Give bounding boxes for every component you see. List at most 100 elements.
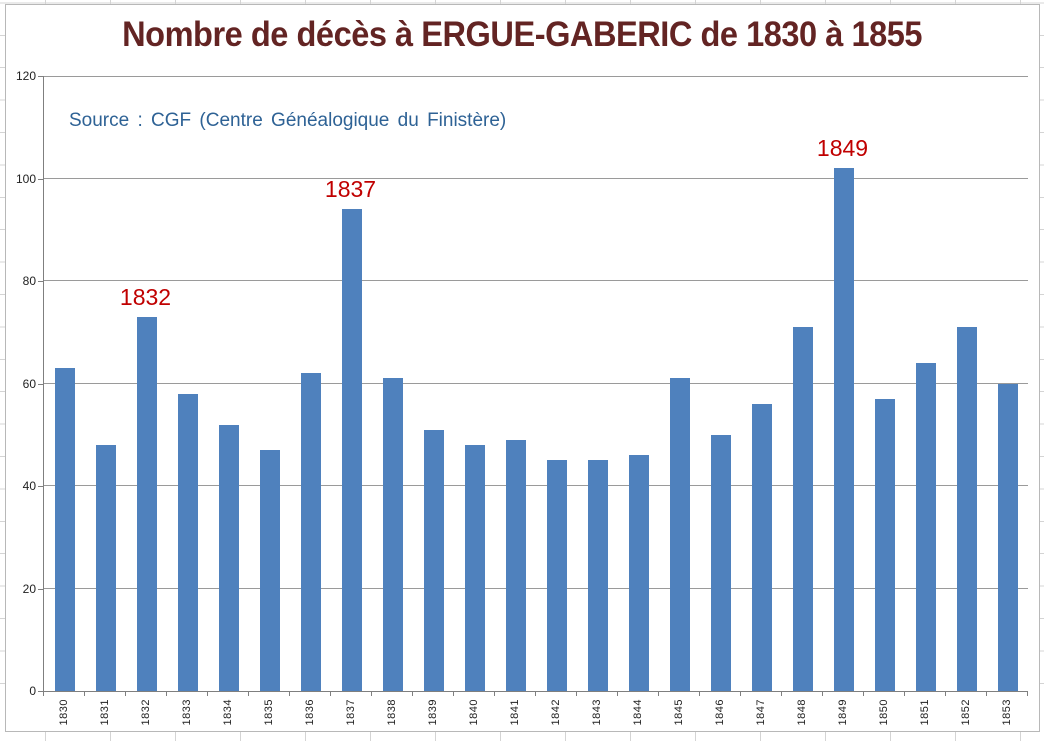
x-label-1849: 1849 — [836, 699, 849, 726]
x-label-1844: 1844 — [631, 699, 644, 726]
x-label-1851: 1851 — [918, 699, 931, 726]
x-boundary-tick-17 — [740, 692, 741, 696]
x-boundary-tick-16 — [699, 692, 700, 696]
x-boundary-tick-11 — [494, 692, 495, 696]
annotation-1849: 1849 — [816, 135, 869, 162]
gridline-120 — [44, 76, 1028, 77]
source-note: Source : CGF (Centre Généalogique du Fin… — [69, 110, 507, 131]
x-label-1838: 1838 — [385, 699, 398, 726]
x-boundary-tick-13 — [576, 692, 577, 696]
x-boundary-tick-0 — [43, 692, 44, 696]
gridline-80 — [44, 280, 1028, 281]
bar-1837 — [341, 209, 362, 691]
x-label-1832: 1832 — [139, 699, 152, 726]
chart-title-text: Nombre de décès à ERGUE-GABERIC de 1830 … — [122, 15, 923, 54]
x-boundary-tick-14 — [617, 692, 618, 696]
x-label-1831: 1831 — [98, 699, 111, 726]
x-label-1853: 1853 — [1000, 699, 1013, 726]
y-tick-100 — [38, 178, 43, 180]
gridline-100 — [44, 177, 1028, 179]
y-tick-40 — [38, 486, 43, 487]
x-boundary-tick-8 — [371, 692, 372, 696]
y-label-120: 120 — [15, 69, 36, 83]
bar-1832 — [136, 316, 157, 691]
x-label-1846: 1846 — [713, 699, 726, 726]
x-boundary-tick-7 — [330, 692, 331, 696]
y-label-20: 20 — [22, 581, 36, 596]
bar-1838 — [382, 378, 403, 691]
y-tick-80 — [38, 281, 43, 282]
y-tick-60 — [38, 383, 43, 385]
bar-1853 — [997, 383, 1018, 691]
x-label-1842: 1842 — [549, 699, 562, 726]
bar-1846 — [710, 434, 731, 691]
x-boundary-tick-4 — [207, 692, 208, 696]
x-boundary-tick-3 — [166, 692, 167, 696]
x-boundary-tick-18 — [781, 692, 782, 696]
bar-1851 — [915, 363, 936, 691]
x-label-1847: 1847 — [754, 699, 767, 726]
x-label-1850: 1850 — [877, 699, 890, 726]
bar-1852 — [956, 327, 977, 691]
gridline-40 — [44, 485, 1028, 486]
bar-1834 — [218, 424, 239, 691]
x-label-1848: 1848 — [795, 699, 808, 726]
annotation-1832: 1832 — [119, 283, 172, 310]
bar-1839 — [423, 429, 444, 691]
plot-area — [43, 76, 1028, 692]
bar-1841 — [505, 439, 526, 691]
x-label-1837: 1837 — [344, 699, 357, 726]
y-label-80: 80 — [22, 274, 36, 288]
x-boundary-tick-21 — [904, 692, 905, 696]
x-boundary-tick-12 — [535, 692, 536, 696]
gridline-20 — [44, 587, 1028, 589]
bar-1850 — [874, 398, 895, 691]
bar-1831 — [95, 445, 116, 691]
x-boundary-tick-19 — [822, 692, 823, 696]
y-tick-0 — [38, 691, 43, 692]
annotation-1837: 1837 — [324, 176, 377, 203]
chart-canvas: Nombre de décès à ERGUE-GABERIC de 1830 … — [5, 4, 1040, 732]
bar-1833 — [177, 393, 198, 691]
x-label-1833: 1833 — [180, 699, 193, 726]
bar-1836 — [300, 373, 321, 691]
x-label-1834: 1834 — [221, 699, 234, 726]
bar-1849 — [833, 168, 854, 691]
y-label-40: 40 — [22, 479, 36, 493]
x-label-1840: 1840 — [467, 699, 480, 726]
y-label-60: 60 — [22, 376, 36, 391]
x-label-1836: 1836 — [303, 699, 316, 726]
x-boundary-tick-2 — [125, 692, 126, 696]
x-label-1845: 1845 — [672, 699, 685, 726]
x-label-1843: 1843 — [590, 699, 603, 726]
gridline-60 — [44, 382, 1028, 384]
x-boundary-tick-6 — [289, 692, 290, 696]
y-label-0: 0 — [29, 684, 36, 698]
bar-1845 — [669, 378, 690, 691]
x-boundary-tick-9 — [412, 692, 413, 696]
y-tick-120 — [38, 76, 43, 77]
bar-1848 — [792, 327, 813, 691]
x-boundary-tick-1 — [84, 692, 85, 696]
x-boundary-tick-10 — [453, 692, 454, 696]
y-tick-20 — [38, 588, 43, 590]
x-boundary-tick-5 — [248, 692, 249, 696]
bar-1830 — [54, 368, 75, 691]
bar-1844 — [628, 455, 649, 691]
x-label-1839: 1839 — [426, 699, 439, 726]
x-label-1852: 1852 — [959, 699, 972, 726]
x-boundary-tick-15 — [658, 692, 659, 696]
bar-1843 — [587, 460, 608, 691]
x-boundary-tick-22 — [945, 692, 946, 696]
x-boundary-tick-23 — [986, 692, 987, 696]
x-label-1841: 1841 — [508, 699, 521, 726]
x-label-1835: 1835 — [262, 699, 275, 726]
bar-1847 — [751, 404, 772, 691]
bar-1840 — [464, 445, 485, 691]
bar-1842 — [546, 460, 567, 691]
x-boundary-tick-20 — [863, 692, 864, 696]
x-boundary-tick-24 — [1027, 692, 1028, 696]
bar-1835 — [259, 450, 280, 691]
chart-title: Nombre de décès à ERGUE-GABERIC de 1830 … — [6, 15, 1039, 55]
x-label-1830: 1830 — [57, 699, 70, 726]
